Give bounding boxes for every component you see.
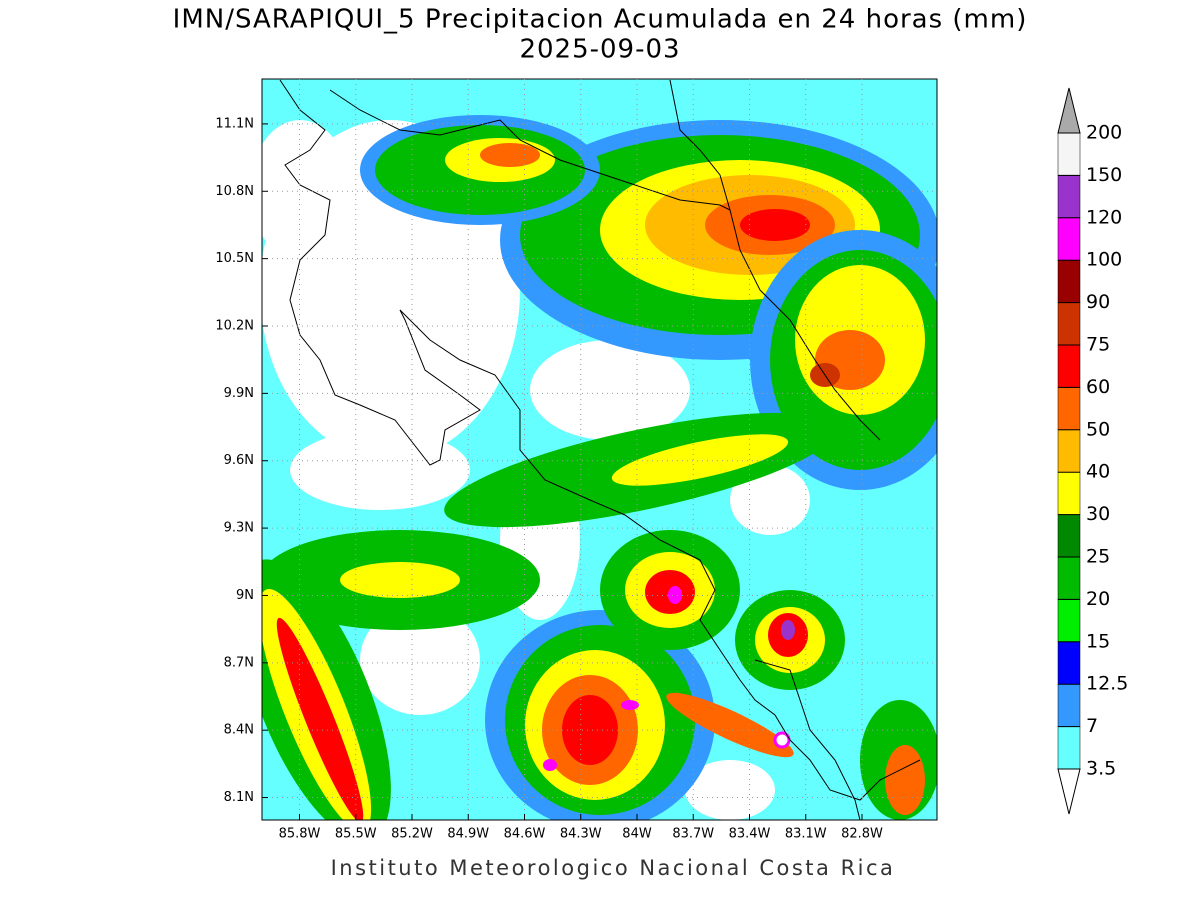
y-tick-label: 9.6N — [224, 453, 254, 468]
y-tick-label: 9N — [236, 588, 254, 603]
y-tick-label: 10.8N — [215, 184, 254, 199]
y-tick-label: 9.3N — [224, 521, 254, 536]
x-tick-label: 83.1W — [785, 827, 827, 842]
rain-area — [480, 143, 540, 167]
x-tick-label: 85.2W — [391, 827, 433, 842]
x-tick-label: 83.4W — [729, 827, 771, 842]
rain-area — [621, 700, 639, 710]
rain-area — [668, 586, 682, 604]
rain-area — [740, 209, 810, 241]
colorbar-box — [1057, 175, 1081, 219]
y-tick-label: 10.5N — [215, 251, 254, 266]
title: IMN/SARAPIQUI_5 Precipitacion Acumulada … — [173, 5, 1028, 35]
colorbar-label: 75 — [1086, 334, 1110, 356]
precip-field — [262, 79, 937, 820]
colorbar-label: 20 — [1086, 588, 1110, 610]
rain-area — [543, 759, 557, 771]
rain-area — [781, 620, 795, 640]
coast — [279, 79, 481, 466]
y-tick-label: 10.2N — [215, 319, 254, 334]
colorbar-label: 30 — [1086, 503, 1110, 525]
dry-area — [290, 430, 470, 510]
colorbar-label: 60 — [1086, 376, 1110, 398]
y-tick-label: 8.1N — [224, 790, 254, 805]
dry-area — [685, 760, 775, 820]
colorbar-label: 150 — [1086, 164, 1122, 186]
colorbar-box — [1057, 132, 1081, 176]
colorbar-box — [1057, 259, 1081, 303]
dry-area — [730, 465, 810, 535]
rain-area — [611, 434, 789, 486]
y-tick-label: 8.4N — [224, 723, 254, 738]
colorbar-over — [1057, 87, 1081, 134]
border — [754, 659, 861, 820]
x-tick-label: 84W — [622, 827, 652, 842]
colorbar-box — [1057, 726, 1081, 770]
x-tick-label: 84.3W — [560, 827, 602, 842]
colorbar-label: 3.5 — [1086, 758, 1116, 780]
colorbar-label: 12.5 — [1086, 673, 1128, 695]
colorbar-box — [1057, 514, 1081, 558]
colorbar-label: 7 — [1086, 715, 1098, 737]
x-tick-label: 83.7W — [672, 827, 714, 842]
colorbar-label: 40 — [1086, 461, 1110, 483]
subtitle: 2025-09-03 — [519, 35, 680, 65]
y-tick-label: 9.9N — [224, 386, 254, 401]
colorbar-box — [1057, 344, 1081, 388]
border — [329, 89, 731, 211]
rain-area — [773, 731, 791, 749]
rain-area — [885, 745, 925, 815]
x-tick-label: 84.6W — [504, 827, 546, 842]
x-tick-label: 82.8W — [841, 827, 883, 842]
map-frame — [261, 78, 938, 821]
colorbar-box — [1057, 471, 1081, 515]
x-tick-label: 85.5W — [335, 827, 377, 842]
colorbar-label: 15 — [1086, 630, 1110, 652]
rain-area — [340, 562, 460, 598]
dry-area — [360, 605, 480, 715]
x-tick-label: 84.9W — [447, 827, 489, 842]
colorbar-box — [1057, 302, 1081, 346]
colorbar-label: 100 — [1086, 249, 1122, 271]
dry-area — [530, 340, 690, 440]
rain-area — [666, 692, 794, 758]
coast — [399, 309, 921, 801]
rain-area — [276, 617, 364, 820]
colorbar-box — [1057, 641, 1081, 685]
colorbar-label: 50 — [1086, 418, 1110, 440]
colorbar-box — [1057, 683, 1081, 727]
colorbar-label: 120 — [1086, 206, 1122, 228]
colorbar-box — [1057, 217, 1081, 261]
x-tick-label: 85.8W — [279, 827, 321, 842]
colorbar-box — [1057, 599, 1081, 643]
y-tick-label: 8.7N — [224, 655, 254, 670]
rain-area — [562, 695, 618, 765]
dry-area — [262, 120, 350, 260]
colorbar-box — [1057, 556, 1081, 600]
coastline — [279, 79, 921, 820]
colorbar-label: 25 — [1086, 546, 1110, 568]
colorbar-box — [1057, 387, 1081, 431]
colorbar-label: 200 — [1086, 122, 1122, 144]
footer: Instituto Meteorologico Nacional Costa R… — [331, 856, 896, 880]
colorbar-under — [1057, 768, 1081, 815]
colorbar-label: 90 — [1086, 291, 1110, 313]
y-tick-label: 11.1N — [215, 116, 254, 131]
colorbar-box — [1057, 429, 1081, 473]
